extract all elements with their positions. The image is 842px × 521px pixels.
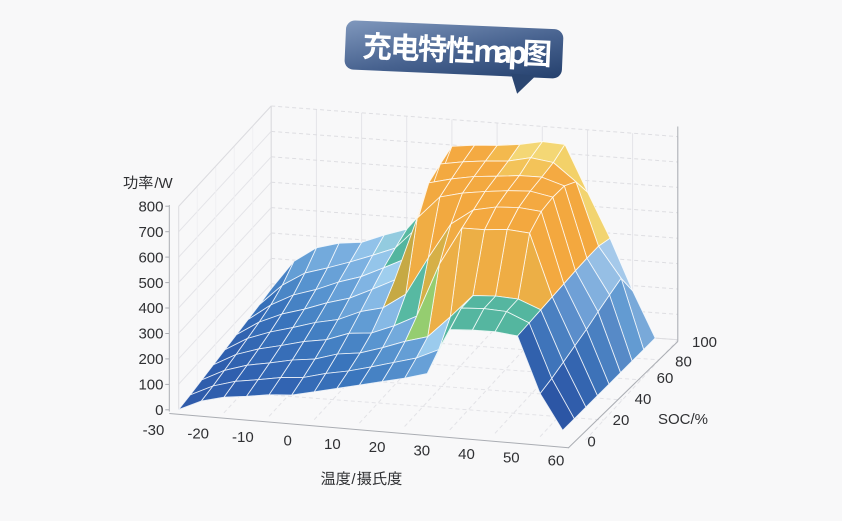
svg-text:300: 300: [138, 326, 163, 343]
svg-text:500: 500: [138, 275, 163, 292]
svg-text:0: 0: [587, 434, 595, 451]
svg-text:-20: -20: [187, 426, 209, 443]
svg-text:60: 60: [657, 370, 674, 387]
svg-text:100: 100: [692, 334, 717, 351]
svg-text:20: 20: [369, 439, 386, 456]
svg-text:100: 100: [138, 377, 163, 394]
svg-text:80: 80: [675, 354, 692, 371]
svg-text:30: 30: [413, 443, 430, 460]
svg-text:700: 700: [138, 224, 163, 241]
svg-text:50: 50: [503, 449, 520, 466]
svg-text:10: 10: [324, 436, 341, 453]
svg-text:200: 200: [138, 351, 163, 368]
svg-text:60: 60: [548, 453, 565, 470]
svg-text:-10: -10: [232, 429, 254, 446]
svg-text:20: 20: [613, 412, 630, 429]
svg-text:0: 0: [284, 432, 292, 449]
svg-text:40: 40: [458, 446, 475, 463]
svg-text:40: 40: [635, 391, 652, 408]
svg-text:/: /: [351, 471, 356, 488]
svg-text:/W: /W: [154, 175, 173, 192]
svg-text:600: 600: [138, 249, 163, 266]
svg-text:400: 400: [138, 300, 163, 317]
svg-text:800: 800: [138, 198, 163, 215]
svg-text:-30: -30: [143, 422, 165, 439]
svg-text:SOC/%: SOC/%: [658, 411, 708, 428]
svg-text:0: 0: [155, 402, 163, 419]
